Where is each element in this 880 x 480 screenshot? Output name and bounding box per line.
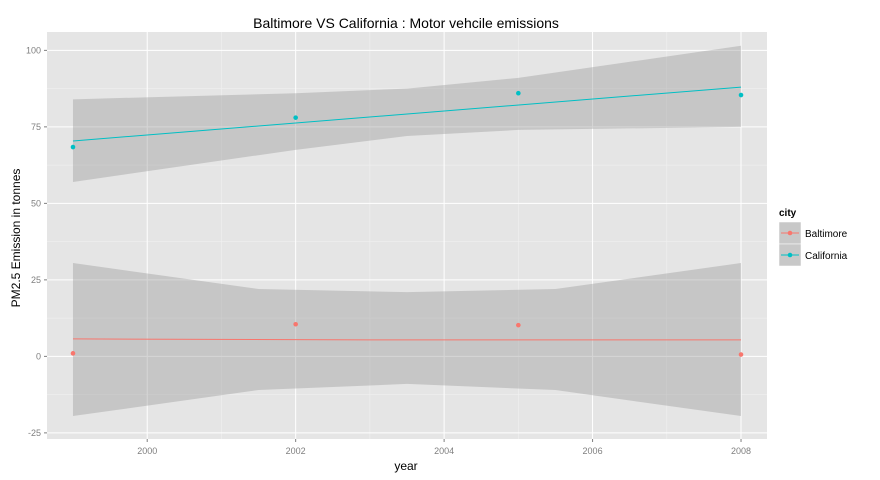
legend-item-california: California — [778, 243, 848, 267]
y-tick-label: 100 — [26, 45, 41, 55]
legend-key-baltimore — [787, 230, 793, 236]
x-tick-label: 2006 — [583, 446, 603, 456]
legend-key-california — [787, 252, 793, 258]
data-point-baltimore — [516, 322, 521, 328]
x-tick-label: 2004 — [434, 446, 454, 456]
data-point-california — [70, 144, 76, 150]
plot-panel — [47, 32, 767, 439]
y-tick-label: 75 — [31, 122, 41, 132]
y-tick-label: -25 — [28, 428, 41, 438]
chart-title: Baltimore VS California : Motor vehcile … — [253, 15, 559, 31]
legend-title: city — [779, 208, 797, 219]
y-tick-label: 25 — [31, 275, 41, 285]
data-points — [70, 90, 744, 357]
legend: city Baltimore California — [778, 208, 848, 267]
data-point-baltimore — [293, 321, 298, 327]
data-point-baltimore — [738, 352, 744, 357]
fit-lines — [72, 86, 742, 341]
legend-item-baltimore: Baltimore — [778, 221, 848, 245]
data-point-california — [293, 115, 298, 120]
minor-gridlines — [47, 32, 767, 439]
x-tick-label: 2002 — [286, 446, 306, 456]
y-axis-title: PM2.5 Emission in tonnes — [9, 169, 23, 308]
legend-label-baltimore: Baltimore — [805, 229, 848, 240]
legend-label-california: California — [805, 251, 848, 262]
data-point-california — [516, 90, 521, 96]
y-axis-ticks: -25 0 25 50 75 100 — [26, 45, 47, 438]
y-tick-label: 0 — [36, 351, 41, 361]
x-axis-title: year — [394, 459, 417, 473]
major-gridlines — [47, 32, 767, 439]
fit-line-baltimore — [72, 338, 742, 341]
data-point-california — [738, 92, 744, 98]
y-tick-label: 50 — [31, 198, 41, 208]
x-tick-label: 2008 — [731, 446, 751, 456]
x-tick-label: 2000 — [137, 446, 157, 456]
fit-line-california — [72, 86, 742, 142]
data-point-baltimore — [70, 351, 76, 356]
x-axis-ticks: 2000 2002 2004 2006 2008 — [137, 439, 751, 456]
